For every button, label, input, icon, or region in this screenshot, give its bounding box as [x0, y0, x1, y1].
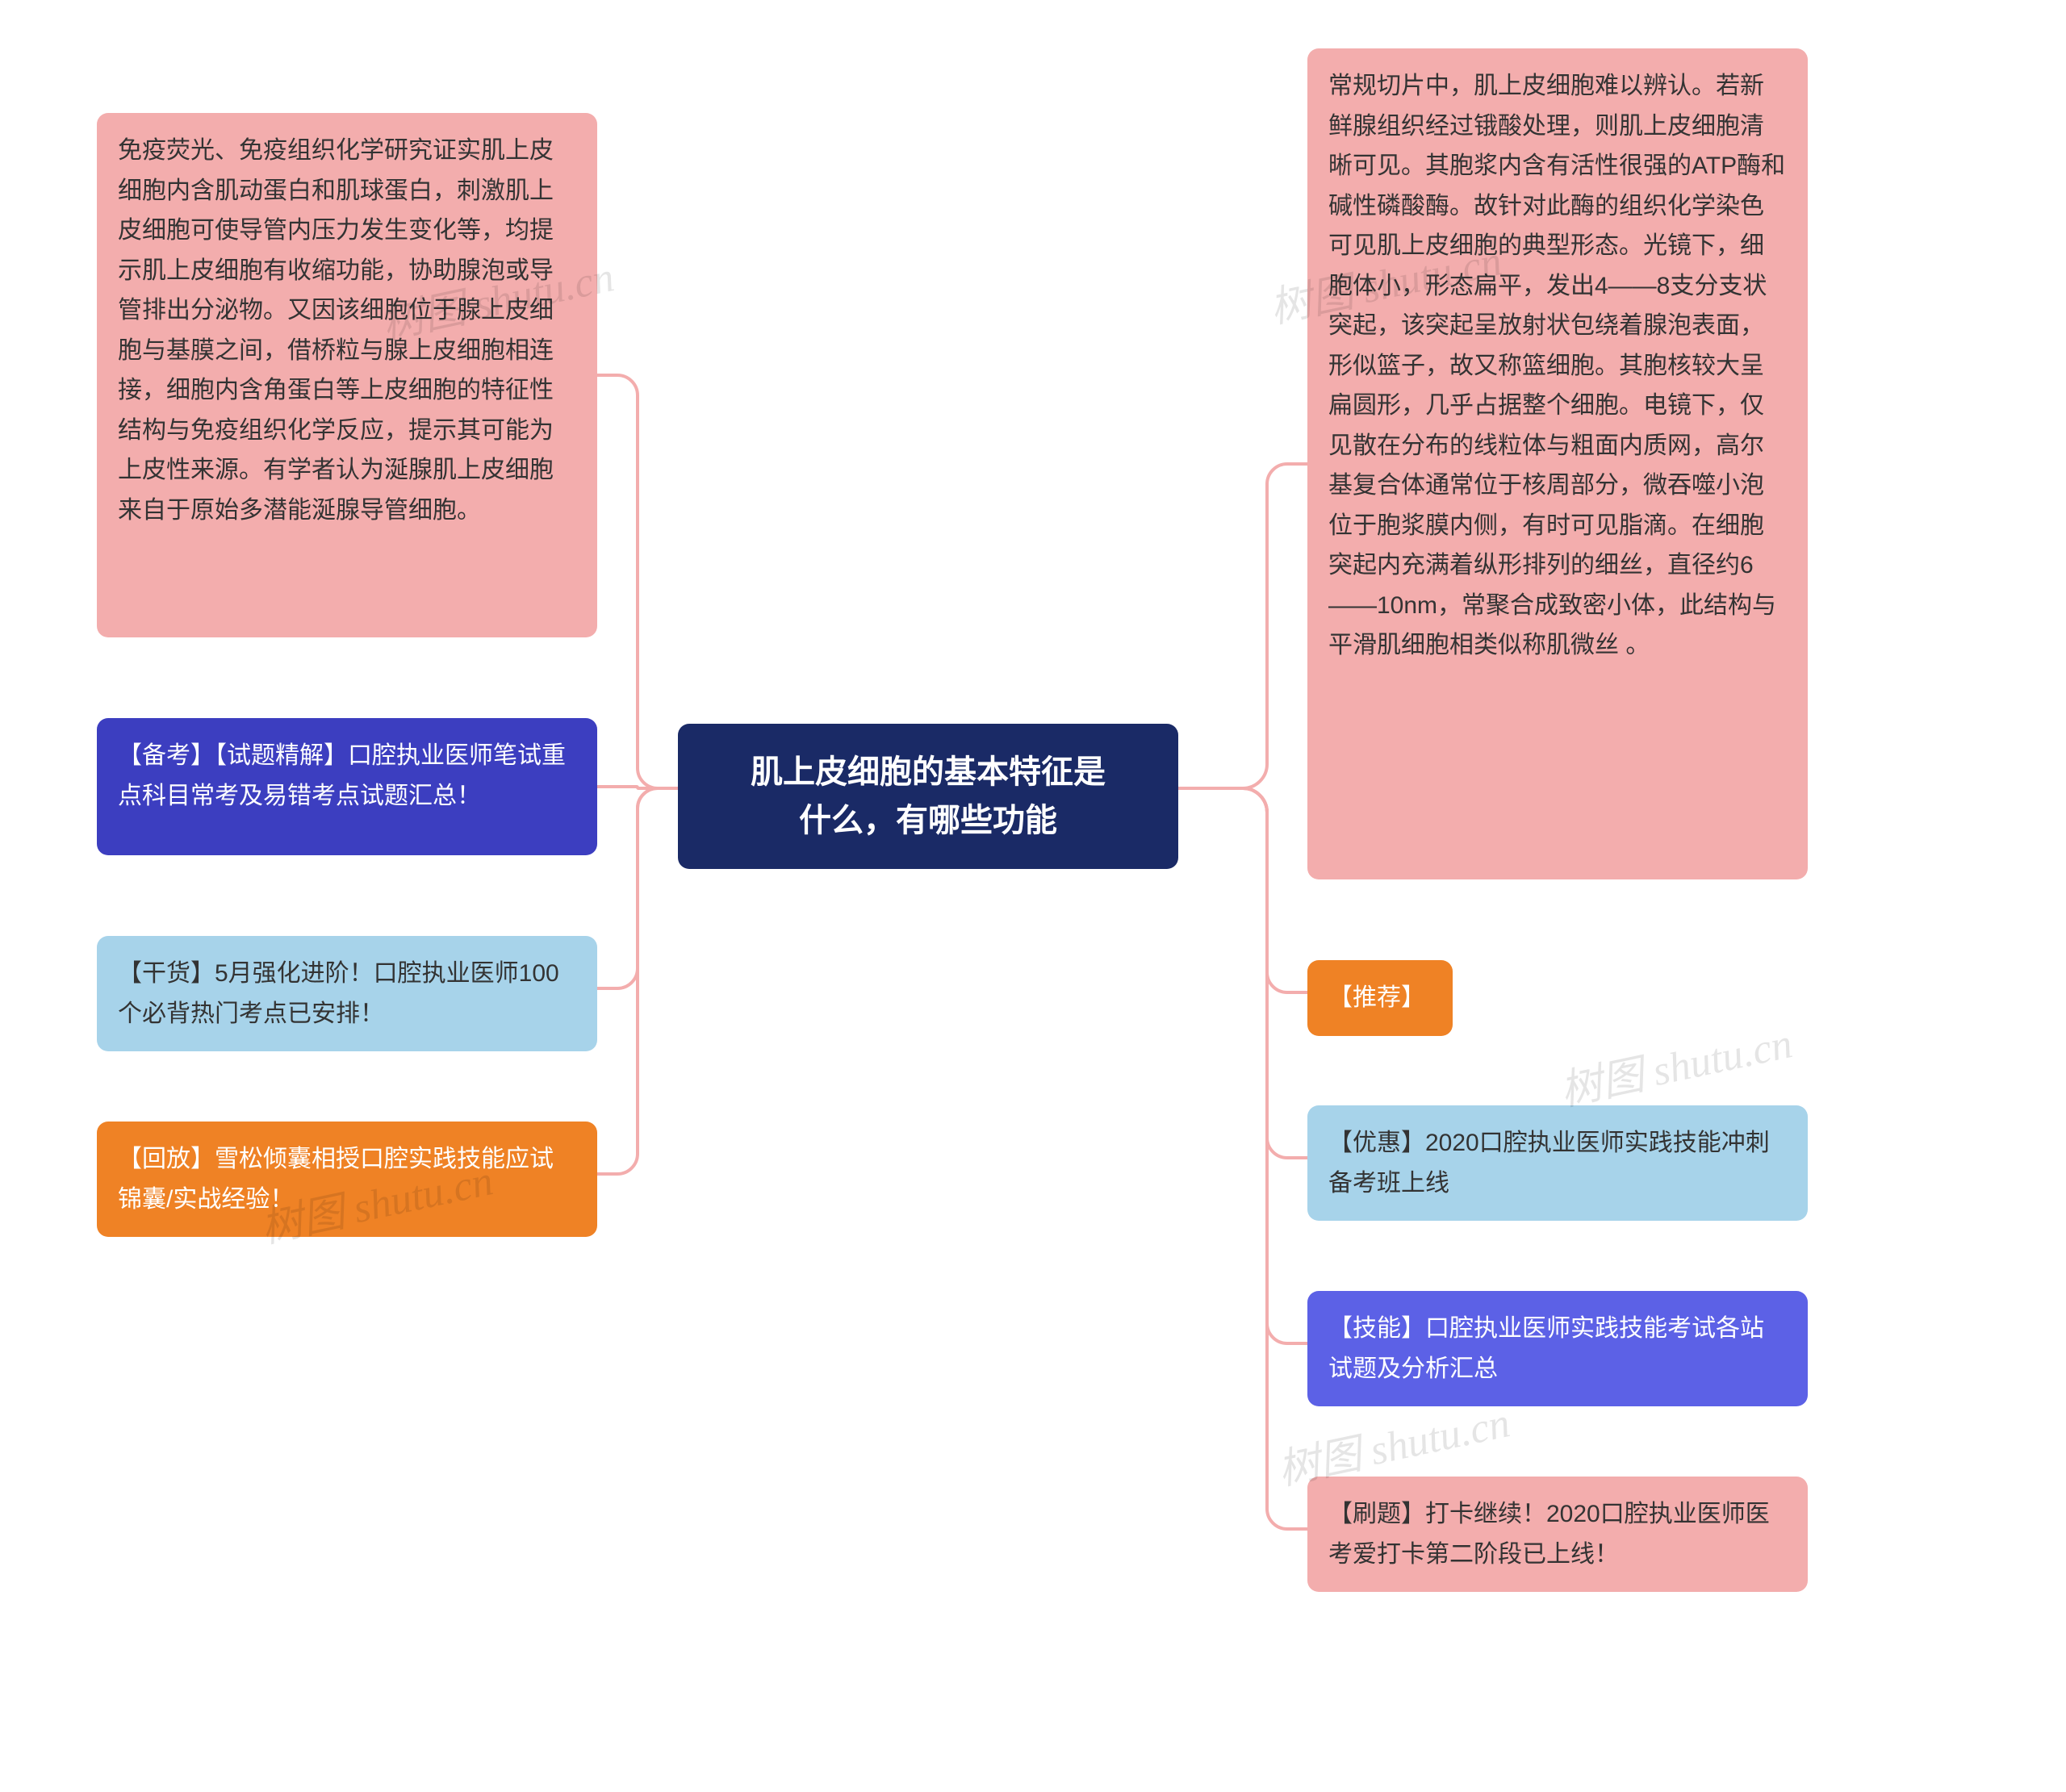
connector-path [1178, 464, 1307, 788]
left-node-1: 免疫荧光、免疫组织化学研究证实肌上皮细胞内含肌动蛋白和肌球蛋白，刺激肌上皮细胞可… [97, 113, 597, 637]
connector-path [597, 788, 678, 988]
connector-path [597, 375, 678, 788]
connector-path [1178, 788, 1307, 1343]
right-node-3: 【优惠】2020口腔执业医师实践技能冲刺备考班上线 [1307, 1105, 1808, 1221]
left-node-2: 【备考】【试题精解】口腔执业医师笔试重点科目常考及易错考点试题汇总！ [97, 718, 597, 855]
connector-path [1178, 788, 1307, 1158]
left-node-3: 【干货】5月强化进阶！口腔执业医师100个必背热门考点已安排！ [97, 936, 597, 1051]
connector-path [597, 787, 678, 788]
right-node-4: 【技能】口腔执业医师实践技能考试各站试题及分析汇总 [1307, 1291, 1808, 1406]
left-node-4: 【回放】雪松倾囊相授口腔实践技能应试锦囊/实战经验！ [97, 1122, 597, 1237]
right-node-1: 常规切片中，肌上皮细胞难以辨认。若新鲜腺组织经过锇酸处理，则肌上皮细胞清晰可见。… [1307, 48, 1808, 879]
connector-path [597, 788, 678, 1174]
right-node-5: 【刷题】打卡继续！2020口腔执业医师医考爱打卡第二阶段已上线！ [1307, 1477, 1808, 1592]
center-node: 肌上皮细胞的基本特征是什么，有哪些功能 [678, 724, 1178, 869]
right-node-2: 【推荐】 [1307, 960, 1453, 1036]
connector-path [1178, 788, 1307, 992]
connector-path [1178, 788, 1307, 1529]
watermark: 树图 shutu.cn [1554, 1009, 1796, 1117]
